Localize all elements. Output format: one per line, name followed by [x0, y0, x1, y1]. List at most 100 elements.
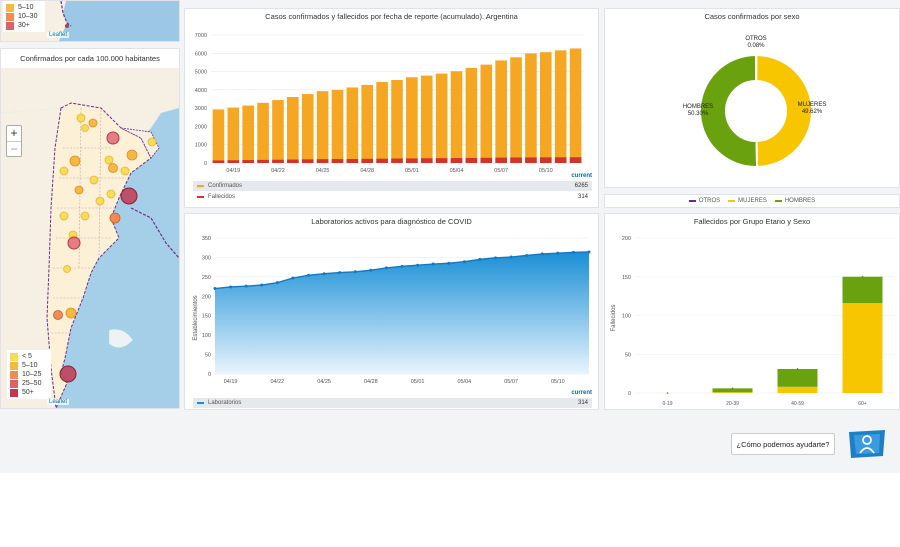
laboratorios-point: [416, 263, 420, 267]
donut-slice-mujeres: [755, 53, 813, 169]
x-tick-label: 04/19: [226, 168, 240, 174]
x-tick-label: 20-39: [726, 401, 739, 407]
leaflet-attribution[interactable]: Leaflet: [47, 399, 70, 405]
age-chart[interactable]: Fallecidos 0 50 100 150 200 0-19 20-39 40-59 60+: [605, 228, 899, 410]
y-tick-label: 350: [202, 236, 211, 242]
laboratorios-point: [369, 268, 373, 272]
top-map-panel: 5–10 10–30 30+ Leaflet: [0, 0, 180, 42]
fallecidos-bar: [301, 159, 314, 163]
total-point: [666, 392, 669, 394]
fallecidos-bar: [346, 158, 359, 163]
labs-chart-panel: Laboratorios activos para diagnóstico de…: [184, 213, 599, 410]
legend-label: 50+: [22, 389, 34, 396]
legend-label: MUJERES: [738, 198, 767, 204]
x-tick-label: 05/04: [450, 168, 464, 174]
mujeres-bar: [712, 392, 753, 393]
donut-slice-hombres: [699, 53, 759, 168]
sex-donut-chart[interactable]: OTROS 0.08% HOMBRES 50.30% MUJERES 49.62…: [605, 19, 900, 187]
fallecidos-bar: [361, 158, 374, 163]
summary-label: Confirmados: [208, 183, 243, 189]
fallecidos-bar: [287, 159, 299, 163]
x-tick-label: 04/28: [364, 379, 378, 385]
laboratorios-point: [400, 264, 404, 268]
age-chart-panel: Fallecidos por Grupo Etario y Sexo Falle…: [604, 213, 900, 410]
map-bubbles: [53, 113, 157, 383]
fallecidos-bar: [212, 160, 225, 163]
help-chat-bubble[interactable]: ¿Cómo podemos ayudarte?: [731, 433, 835, 455]
cumulative-chart-panel: Casos confirmados y fallecidos por fecha…: [184, 8, 599, 208]
legend-label: HOMBRES: [784, 198, 816, 204]
cumulative-chart[interactable]: 0 1000 2000 3000 4000 5000 6000 7000 04/19 04/22 0…: [185, 23, 598, 193]
confirmados-bar: [242, 105, 255, 163]
fallecidos-bar: [525, 157, 537, 163]
confirmados-bar: [212, 109, 225, 163]
rate-map[interactable]: + − < 5 5–10 10–25 25–50 50+ Leaflet: [1, 68, 179, 408]
fallecidos-bar: [450, 158, 463, 163]
leaflet-attribution[interactable]: Leaflet: [47, 32, 70, 38]
fallecidos-bar: [406, 158, 418, 163]
x-tick-label: 04/28: [360, 168, 374, 174]
laboratorios-area: [215, 251, 589, 374]
x-tick-label: 05/10: [551, 379, 565, 385]
labs-chart[interactable]: Establecimientos 0 50 100 150 200 250 300 350 04…: [185, 228, 598, 398]
legend-label: 10–25: [22, 371, 42, 378]
fallecidos-bar: [272, 159, 284, 163]
legend-swatch: [10, 352, 18, 361]
confirmados-bar: [420, 75, 433, 163]
x-tick-label: 05/10: [539, 168, 553, 174]
y-tick-label: 3000: [195, 106, 207, 112]
labs-chart-title: Laboratorios activos para diagnóstico de…: [311, 217, 472, 226]
confirmados-bar: [539, 52, 552, 164]
confirmados-bar: [554, 50, 567, 163]
laboratorios-point: [353, 270, 357, 274]
hombres-bar: [712, 388, 753, 393]
confirmados-bar: [495, 60, 507, 163]
total-point: [861, 275, 864, 278]
confirmados-bar: [331, 89, 344, 163]
hombres-bar: [777, 368, 818, 387]
hombres-label: HOMBRES: [683, 104, 713, 110]
x-tick-label: 05/04: [457, 379, 471, 385]
summary-row-laboratorios[interactable]: Laboratorios 314: [193, 398, 592, 408]
y-tick-label: 4000: [195, 88, 207, 94]
y-tick-label: 150: [622, 275, 631, 281]
zoom-control: + −: [6, 125, 22, 157]
legend-item-otros[interactable]: OTROS: [688, 198, 721, 204]
y-tick-label: 200: [202, 294, 211, 300]
summary-row-confirmados[interactable]: Confirmados 6265: [193, 181, 592, 191]
fallecidos-bar: [480, 157, 493, 163]
summary-row-fallecidos[interactable]: Fallecidos 314: [193, 191, 592, 202]
top-map[interactable]: 5–10 10–30 30+ Leaflet: [1, 1, 179, 41]
legend-swatch: [10, 379, 18, 388]
legend-item-hombres[interactable]: HOMBRES: [774, 198, 816, 204]
y-tick-label: 6000: [195, 51, 207, 57]
x-tick-label: 60+: [858, 401, 867, 407]
summary-current-header: current: [571, 390, 592, 396]
laboratorios-point: [447, 261, 451, 265]
zoom-in-button[interactable]: +: [10, 126, 18, 140]
y-tick-label: 150: [202, 314, 211, 320]
x-tick-label: 04/25: [317, 379, 331, 385]
series-marker: [197, 185, 204, 187]
rate-map-title: Confirmados por cada 100.000 habitantes: [20, 54, 160, 63]
x-tick-label: 04/25: [316, 168, 330, 174]
cumulative-summary: current Confirmados 6265 Fallecidos 314: [193, 173, 592, 202]
zoom-out-button[interactable]: −: [7, 141, 21, 156]
confirmados-bar: [480, 64, 493, 163]
fallecidos-bar: [391, 158, 403, 163]
fallecidos-bar: [257, 159, 269, 163]
confirmados-bar: [257, 102, 269, 163]
legend-item-mujeres[interactable]: MUJERES: [728, 198, 767, 204]
confirmados-bar: [287, 96, 299, 163]
fallecidos-bar: [242, 160, 255, 163]
laboratorios-point: [213, 287, 217, 291]
fallecidos-bar: [510, 157, 522, 163]
legend-label: 30+: [18, 22, 30, 29]
fallecidos-bar: [569, 157, 582, 163]
fallecidos-bar: [316, 159, 329, 163]
laboratorios-point: [291, 276, 295, 280]
help-assistant-icon[interactable]: [846, 428, 888, 460]
legend-label: OTROS: [698, 198, 721, 204]
confirmados-bar: [569, 48, 582, 163]
legend-swatch: [688, 200, 696, 202]
